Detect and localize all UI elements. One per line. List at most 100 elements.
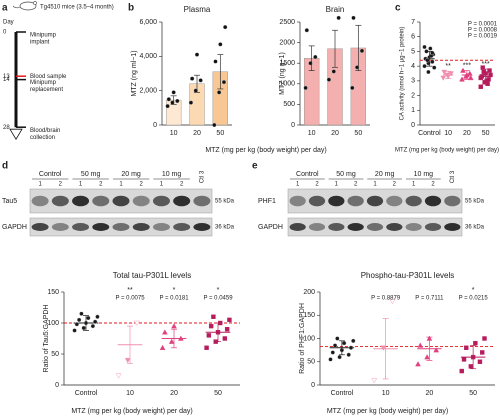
lane-number: 1 [296, 182, 300, 188]
data-point [204, 345, 209, 350]
lane-number: 1 [38, 182, 42, 188]
lane-number: 2 [59, 182, 63, 188]
mouse-icon [12, 1, 37, 11]
blot-extra: Ctl 3 [450, 170, 456, 183]
data-point [461, 357, 467, 362]
blot-kda: 36 kDa [215, 225, 235, 231]
x-tick-label: 50 [354, 130, 362, 137]
blot-band [92, 195, 110, 207]
data-point [222, 336, 228, 341]
data-point [76, 317, 82, 323]
day-label: 28 [3, 125, 10, 131]
blot-band [132, 223, 150, 231]
data-point [198, 78, 203, 83]
y-tick-label: 6 [411, 34, 415, 41]
data-point [304, 28, 309, 33]
x-tick-label: 50 [214, 390, 222, 397]
lane-number: 1 [412, 182, 416, 188]
data-point [335, 336, 340, 341]
data-point [162, 329, 168, 335]
data-point [424, 354, 430, 360]
x-axis-label: MTZ (mg per kg (body weight) per day) [327, 408, 448, 415]
y-tick-label: 4 [411, 63, 415, 70]
data-point [194, 52, 200, 57]
significance-stars: ** [127, 287, 133, 294]
blot-band [405, 195, 422, 207]
x-tick-label: 20 [170, 390, 178, 397]
data-point [212, 122, 217, 128]
lane-number: 2 [393, 182, 397, 188]
blot-band [444, 223, 461, 231]
x-tick-label: 20 [463, 130, 471, 137]
y-tick-label: 200 [303, 289, 315, 296]
blot-kda: 36 kDa [465, 225, 485, 231]
x-tick-label: 20 [425, 390, 433, 397]
data-point [487, 68, 492, 73]
event-label: Minipump [30, 33, 57, 39]
data-point [224, 327, 230, 332]
data-point [459, 76, 465, 82]
data-point [303, 85, 308, 91]
y-tick-label: 100 [47, 320, 59, 327]
data-point [430, 50, 435, 56]
panel-label: a [2, 3, 8, 14]
data-point [178, 335, 184, 341]
y-tick-label: 6,000 [139, 19, 157, 26]
blot-band [92, 223, 110, 231]
blot-band [112, 223, 130, 231]
lane-number: 1 [160, 182, 164, 188]
y-tick-label: 0 [55, 382, 59, 389]
blot-group: Control [296, 171, 319, 178]
blot-band [366, 195, 384, 207]
data-point [346, 352, 351, 357]
data-point [351, 15, 356, 21]
panel-label: c [395, 3, 401, 14]
data-point [328, 357, 333, 362]
blot-row-label: Tau5 [2, 198, 17, 205]
data-point [459, 368, 464, 374]
lane-number: 2 [315, 182, 319, 188]
data-point [348, 345, 354, 350]
x-axis-label: MTZ (mg per kg (body weight) per day) [205, 147, 326, 154]
blot-extra: Ctl 3 [199, 170, 205, 183]
blot-band [347, 223, 364, 231]
timeline-title: Tg4510 mice (3.5–4 month) [40, 5, 114, 11]
y-tick-label: 1500 [279, 60, 295, 67]
y-tick-label: 0 [153, 122, 157, 129]
x-tick-label: Control [75, 390, 98, 397]
lane-number: 1 [119, 182, 123, 188]
blot-group: 50 mg [81, 171, 101, 178]
y-tick-label: 5 [411, 48, 415, 55]
blot-band [31, 223, 49, 231]
significance-stars: ** [445, 63, 451, 70]
y-tick-label: 1 [411, 107, 415, 114]
data-point [90, 323, 96, 329]
data-point [189, 76, 195, 81]
panel-label: d [2, 161, 8, 172]
data-point [227, 317, 232, 323]
blot-group: 20 mg [121, 171, 141, 178]
y-tick-label: 500 [283, 101, 295, 108]
data-point [482, 336, 487, 341]
significance-stars: *** [463, 62, 471, 69]
y-tick-label: 100 [303, 335, 315, 342]
data-point [351, 338, 356, 343]
data-point [206, 333, 212, 338]
data-point [171, 323, 177, 329]
blot-group: 20 mg [375, 171, 395, 178]
data-point [331, 69, 336, 74]
p-value: P = 0.0075 [115, 296, 145, 302]
blot-band [173, 223, 191, 231]
data-point [223, 24, 228, 30]
x-axis-label: MTZ (mg per kg (body weight) per day) [395, 148, 499, 154]
blot-band [386, 223, 403, 231]
data-point [168, 338, 175, 344]
data-point [428, 46, 433, 51]
chart-title: Total tau-P301L levels [113, 271, 191, 280]
blot-band [308, 195, 326, 207]
blot-band [152, 195, 170, 207]
data-point [425, 58, 430, 63]
x-tick-label: Control [418, 130, 441, 137]
data-point [473, 340, 478, 346]
data-point [415, 361, 421, 367]
